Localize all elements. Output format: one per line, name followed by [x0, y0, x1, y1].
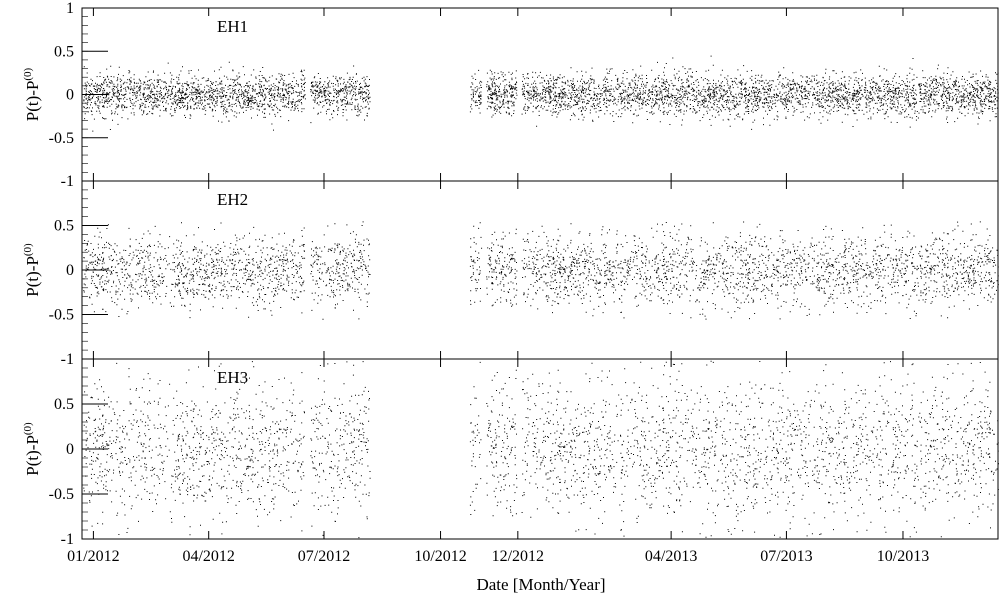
x-axis: 01/2012 04/2012 07/2012 10/2012 12/2012 04/20… [67, 548, 929, 565]
panel-eh1: -1 -0.5 0 0.5 1 P(t)-P(0) EH1 [22, 0, 999, 190]
y-tick-label: 0.5 [54, 43, 74, 60]
y-axis-label-superscript: (0) [22, 422, 34, 435]
data-point-cloud [83, 55, 999, 132]
y-tick-label: -1 [61, 531, 74, 548]
y-axis-label: P(t)-P(0) [22, 67, 42, 121]
y-axis-label-main: P(t)-P [23, 435, 42, 476]
panel-label: EH3 [217, 368, 248, 387]
y-axis-label-main: P(t)-P [23, 81, 42, 122]
y-tick-label: -0.5 [49, 307, 74, 324]
data-points [83, 360, 999, 539]
x-tick-label: 10/2013 [877, 548, 929, 565]
y-tick-label: 1 [66, 0, 74, 17]
panel-label: EH2 [217, 190, 248, 209]
y-axis-label-superscript: (0) [22, 67, 34, 80]
panels-layer: -1-0.500.51P(t)-P(0)EH1-1-0.500.5P(t)-P(… [22, 0, 999, 548]
y-tick-label: 0 [66, 262, 74, 279]
x-tick-label: 07/2013 [760, 548, 812, 565]
x-tick-label: 10/2012 [414, 548, 466, 565]
y-axis-label: P(t)-P(0) [22, 422, 42, 476]
x-tick-label: 01/2012 [67, 548, 119, 565]
x-axis-label: Date [Month/Year] [476, 575, 605, 594]
x-tick-label: 04/2013 [645, 548, 697, 565]
y-tick-label: 0.5 [54, 218, 74, 235]
y-tick-label: -1 [61, 173, 74, 190]
y-tick-label: -0.5 [49, 486, 74, 503]
panel-eh2: -1 -0.5 0 0.5 P(t)-P(0) EH2 [22, 180, 999, 368]
y-axis-label: P(t)-P(0) [22, 243, 42, 297]
y-tick-label: -0.5 [49, 130, 74, 147]
data-point-cloud [83, 360, 999, 539]
data-points [83, 221, 999, 320]
y-axis-label-main: P(t)-P [23, 256, 42, 297]
x-tick-label: 12/2012 [492, 548, 544, 565]
y-tick-label: -1 [61, 351, 74, 368]
x-tick-label: 07/2012 [298, 548, 350, 565]
y-tick-label: 0 [66, 441, 74, 458]
data-point-cloud [83, 221, 999, 320]
data-points [83, 55, 999, 132]
x-tick-label: 04/2012 [182, 548, 234, 565]
panel-label: EH1 [217, 17, 248, 36]
panel-eh3: -1 -0.5 0 0.5 P(t)-P(0) EH3 [22, 358, 999, 548]
y-axis-label-superscript: (0) [22, 243, 34, 256]
y-tick-label: 0 [66, 87, 74, 104]
y-tick-label: 0.5 [54, 396, 74, 413]
